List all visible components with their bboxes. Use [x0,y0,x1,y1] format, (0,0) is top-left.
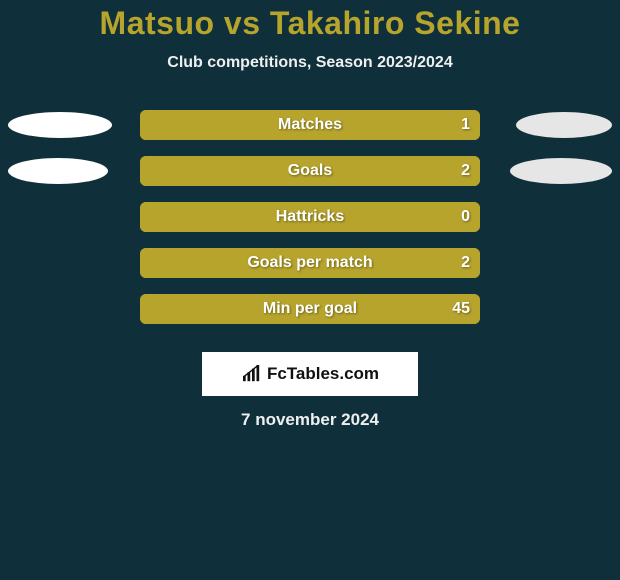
chart-icon [241,365,263,383]
pill-right [510,158,612,184]
logo-prefix: Fc [267,364,287,383]
stat-row: Hattricks0 [0,194,620,240]
bar-value: 2 [461,248,470,278]
bar-label: Matches [140,110,480,140]
bar-value: 2 [461,156,470,186]
pill-left [8,158,108,184]
bar-label: Min per goal [140,294,480,324]
page-title: Matsuo vs Takahiro Sekine [0,5,620,42]
bar-wrap: Matches1 [140,110,480,140]
pill-right [516,112,612,138]
bar-wrap: Goals2 [140,156,480,186]
bar-label: Goals [140,156,480,186]
bar-label: Hattricks [140,202,480,232]
logo-box: FcTables.com [202,352,418,396]
bar-value: 45 [452,294,470,324]
stat-row: Matches1 [0,102,620,148]
bar-value: 0 [461,202,470,232]
stat-row: Min per goal45 [0,286,620,332]
logo-suffix: .com [339,364,379,383]
subtitle: Club competitions, Season 2023/2024 [0,54,620,72]
stat-row: Goals2 [0,148,620,194]
date-text: 7 november 2024 [0,410,620,430]
logo-main: Tables [287,364,340,383]
pill-left [8,112,112,138]
container: Matsuo vs Takahiro Sekine Club competiti… [0,0,620,580]
stats-block: Matches1Goals2Hattricks0Goals per match2… [0,102,620,332]
stat-row: Goals per match2 [0,240,620,286]
bar-wrap: Hattricks0 [140,202,480,232]
bar-wrap: Goals per match2 [140,248,480,278]
bar-value: 1 [461,110,470,140]
bar-wrap: Min per goal45 [140,294,480,324]
logo-text: FcTables.com [267,364,379,384]
bar-label: Goals per match [140,248,480,278]
